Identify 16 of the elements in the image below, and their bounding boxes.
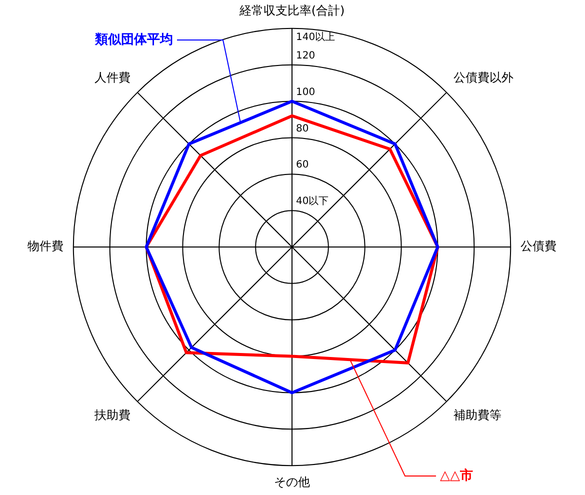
y-tick-label: 80 [296, 123, 309, 134]
y-tick-label: 140以上 [296, 30, 336, 43]
spoke-label: 公債費以外 [454, 70, 514, 84]
spoke-label: その他 [274, 474, 310, 489]
y-tick-label: 40以下 [296, 195, 329, 208]
spoke-label: 補助費等 [454, 408, 502, 422]
text: 類似団体平均 [94, 32, 173, 48]
spoke-label: 公債費 [520, 239, 557, 254]
y-tick-label: 60 [296, 160, 309, 171]
spoke-label: 物件費 [27, 239, 64, 254]
spoke-label: 人件費 [94, 70, 130, 84]
y-tick-label: 120 [296, 50, 316, 62]
spoke-label: 経常収支比率(合計) [238, 3, 345, 18]
y-tick-label: 100 [296, 86, 316, 98]
text: △△市 [440, 467, 473, 484]
spoke-label: 扶助費 [93, 408, 130, 422]
